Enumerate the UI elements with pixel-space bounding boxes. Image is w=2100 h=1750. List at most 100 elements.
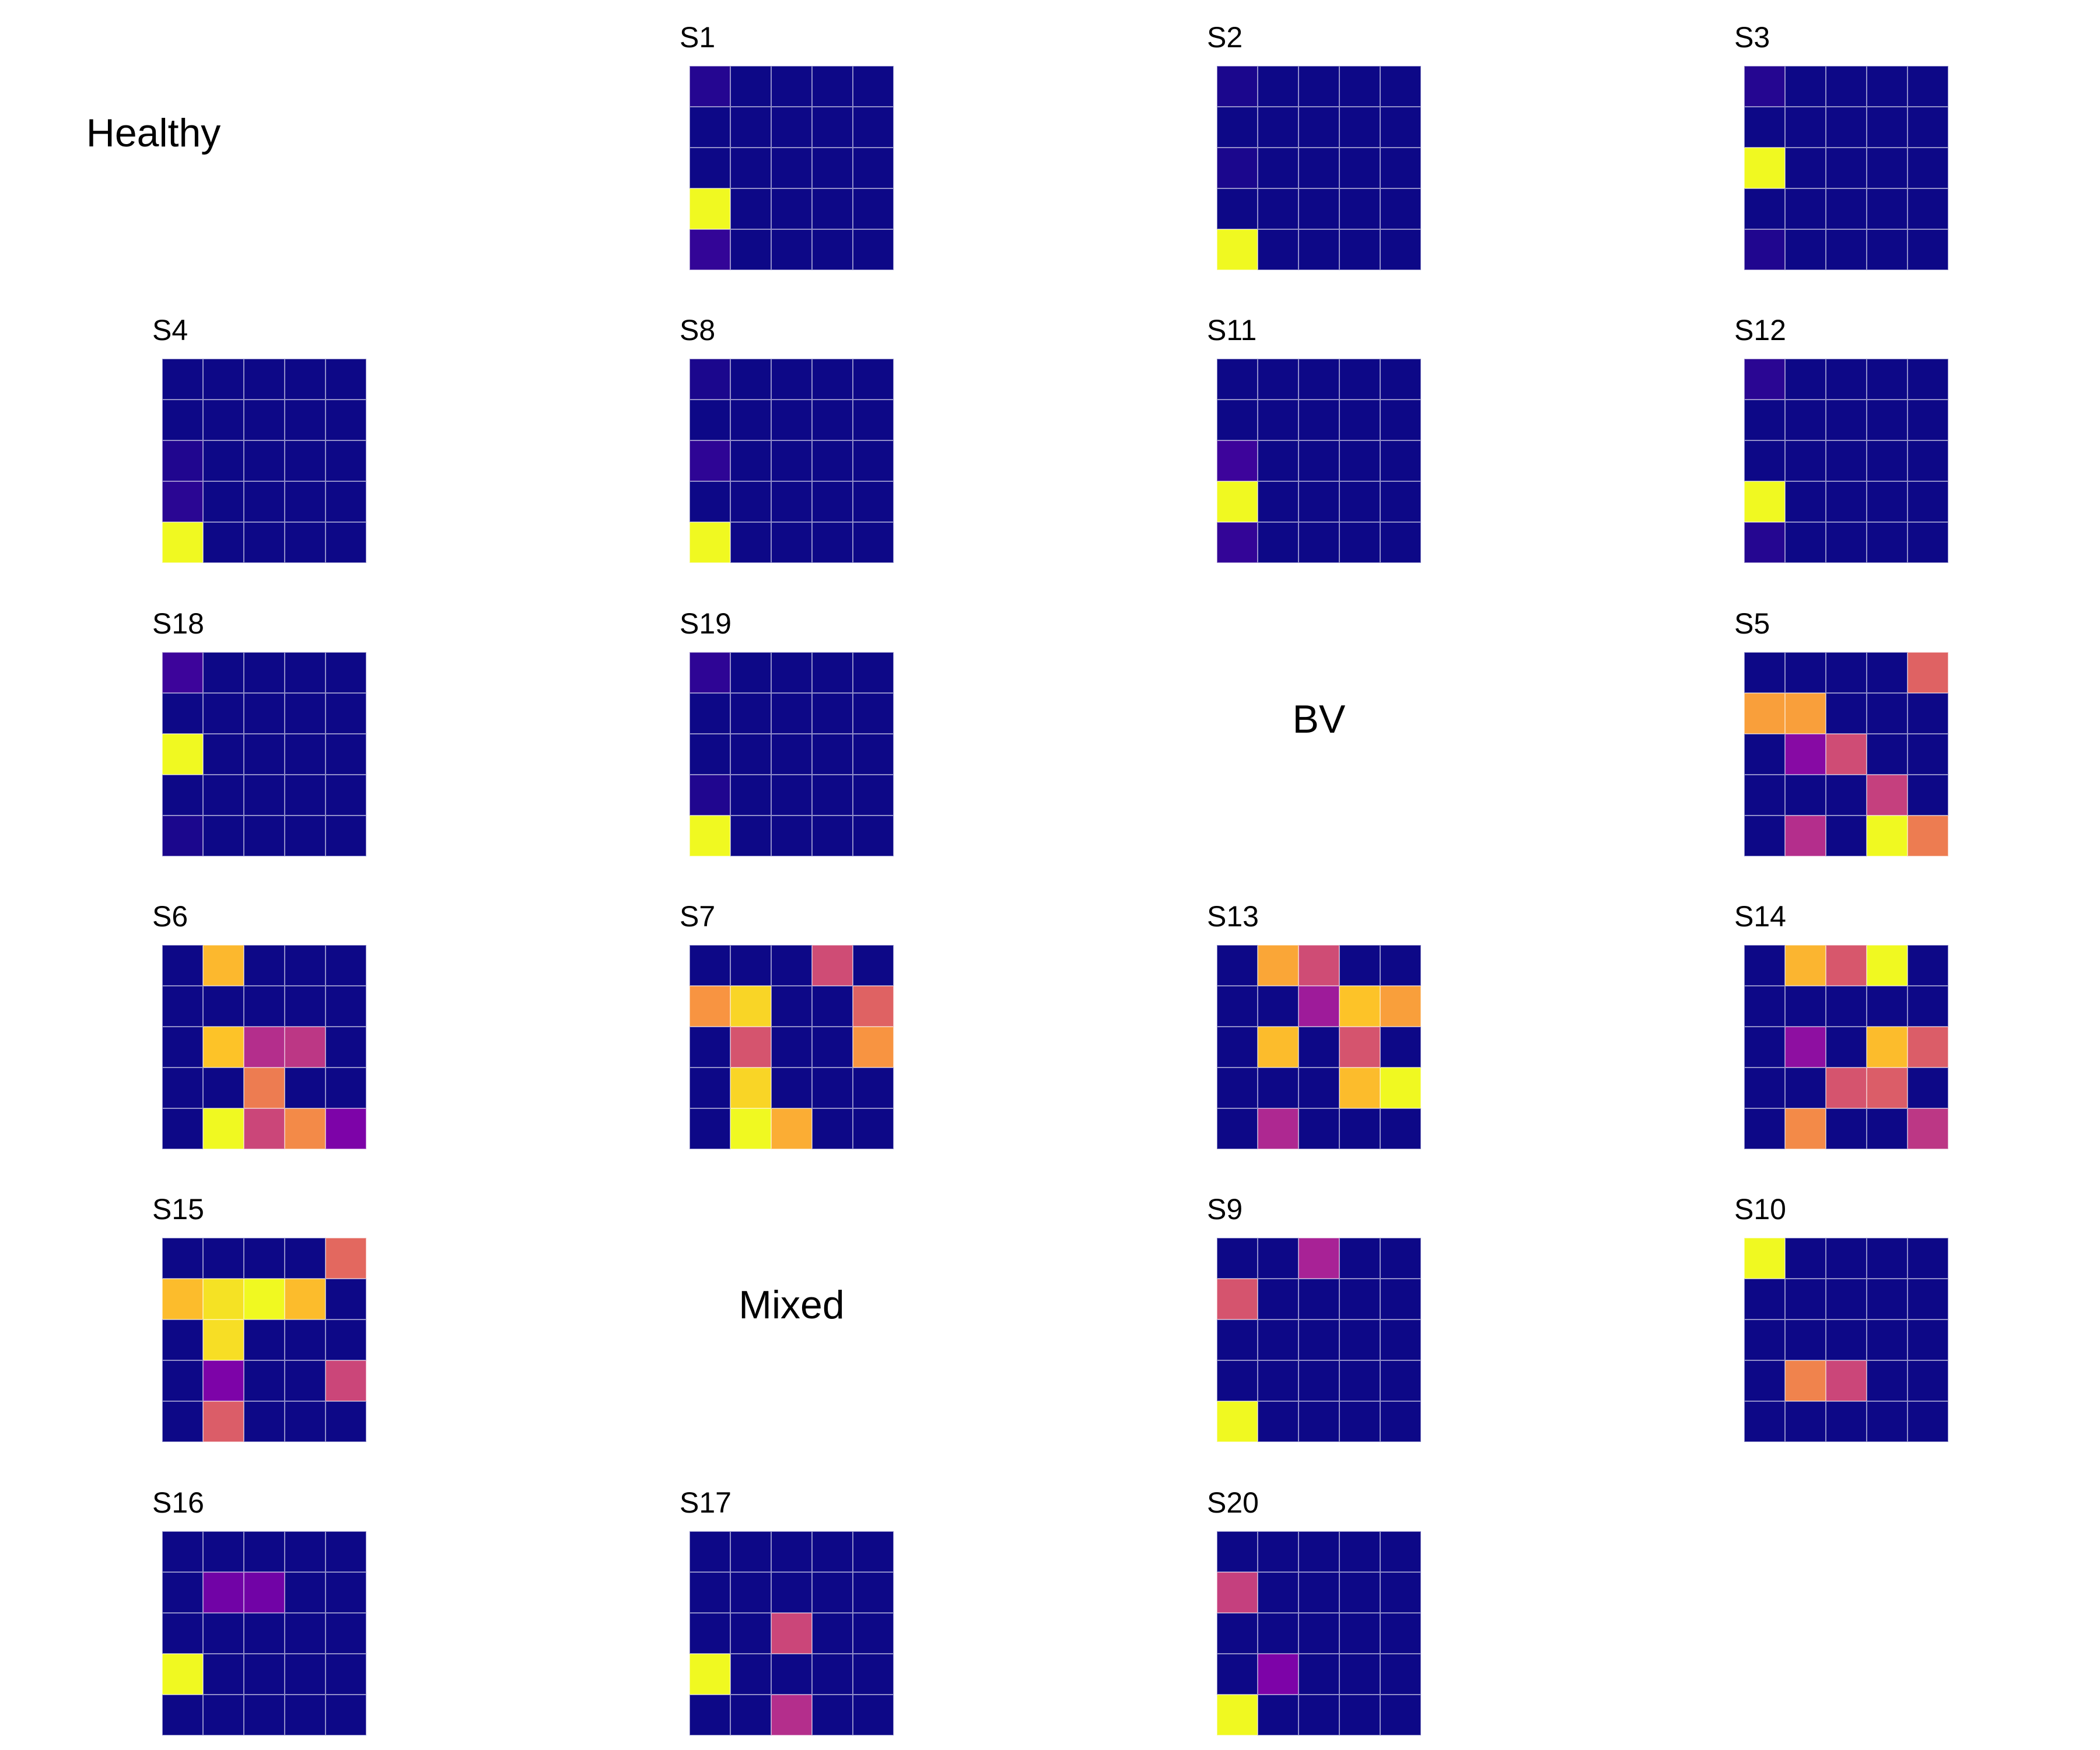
panel-title: S6 bbox=[152, 900, 188, 933]
heatmap-cell-r0-c4 bbox=[326, 359, 366, 400]
heatmap-grid bbox=[690, 945, 894, 1149]
heatmap-grid bbox=[162, 652, 366, 856]
heatmap-cell-r2-c0 bbox=[1744, 148, 1785, 188]
heatmap-cell-r3-c2 bbox=[1298, 188, 1339, 229]
heatmap-cell-r1-c3 bbox=[812, 693, 853, 734]
heatmap-cell-r2-c0 bbox=[162, 734, 203, 775]
heatmap-cell-r2-c4 bbox=[1380, 1320, 1421, 1360]
heatmap-cell-r2-c0 bbox=[690, 440, 730, 481]
heatmap-cell-r3-c0 bbox=[1744, 481, 1785, 522]
heatmap-cell-r3-c1 bbox=[203, 775, 244, 816]
heatmap-cell-r2-c0 bbox=[690, 734, 730, 775]
heatmap-cell-r2-c1 bbox=[1258, 440, 1298, 481]
heatmap-cell-r1-c1 bbox=[203, 1572, 244, 1613]
heatmap-cell-r2-c3 bbox=[1339, 148, 1380, 188]
heatmap-cell-r3-c3 bbox=[285, 775, 326, 816]
heatmap-cell-r3-c0 bbox=[162, 1068, 203, 1108]
heatmap-cell-r1-c4 bbox=[326, 1279, 366, 1320]
heatmap-cell-r1-c4 bbox=[326, 400, 366, 440]
heatmap-cell-r0-c4 bbox=[1380, 359, 1421, 400]
heatmap-cell-r0-c1 bbox=[203, 1531, 244, 1572]
heatmap-cell-r3-c2 bbox=[1298, 1360, 1339, 1401]
heatmap-cell-r4-c4 bbox=[326, 1401, 366, 1442]
heatmap-cell-r3-c1 bbox=[1258, 481, 1298, 522]
heatmap-grid bbox=[162, 1531, 366, 1735]
heatmap-cell-r1-c2 bbox=[771, 986, 812, 1027]
heatmap-cell-r0-c1 bbox=[1258, 945, 1298, 986]
heatmap-cell-r1-c4 bbox=[1908, 400, 1948, 440]
heatmap-cell-r1-c2 bbox=[771, 107, 812, 148]
heatmap-cell-r1-c4 bbox=[853, 986, 894, 1027]
heatmap-cell-r2-c1 bbox=[1785, 734, 1826, 775]
heatmap-cell-r4-c3 bbox=[812, 1108, 853, 1149]
heatmap-cell-r1-c4 bbox=[853, 1572, 894, 1613]
heatmap-cell-r3-c0 bbox=[690, 1654, 730, 1695]
heatmap-cell-r2-c3 bbox=[812, 440, 853, 481]
heatmap-cell-r2-c0 bbox=[690, 1613, 730, 1654]
heatmap-cell-r3-c0 bbox=[1217, 188, 1258, 229]
heatmap-cell-r2-c0 bbox=[1217, 440, 1258, 481]
heatmap-cell-r0-c4 bbox=[1380, 66, 1421, 107]
heatmap-cell-r0-c2 bbox=[244, 1238, 285, 1279]
heatmap-cell-r3-c1 bbox=[730, 188, 771, 229]
heatmap-cell-r0-c1 bbox=[1785, 652, 1826, 693]
heatmap-cell-r0-c2 bbox=[1298, 359, 1339, 400]
heatmap-cell-r2-c0 bbox=[690, 148, 730, 188]
heatmap-cell-r2-c0 bbox=[1217, 1613, 1258, 1654]
heatmap-cell-r3-c3 bbox=[1339, 1068, 1380, 1108]
heatmap-cell-r3-c2 bbox=[771, 481, 812, 522]
heatmap-cell-r0-c0 bbox=[1744, 1238, 1785, 1279]
heatmap-cell-r2-c3 bbox=[1867, 734, 1908, 775]
heatmap-cell-r1-c2 bbox=[771, 693, 812, 734]
heatmap-cell-r4-c1 bbox=[203, 1401, 244, 1442]
heatmap-cell-r2-c2 bbox=[1826, 734, 1867, 775]
heatmap-cell-r1-c4 bbox=[853, 107, 894, 148]
heatmap-cell-r3-c2 bbox=[1826, 775, 1867, 816]
heatmap-cell-r3-c2 bbox=[244, 1654, 285, 1695]
heatmap-cell-r4-c2 bbox=[244, 1108, 285, 1149]
heatmap-cell-r1-c3 bbox=[1339, 986, 1380, 1027]
heatmap-cell-r2-c0 bbox=[1217, 148, 1258, 188]
heatmap-cell-r2-c0 bbox=[162, 440, 203, 481]
heatmap-cell-r2-c4 bbox=[1380, 440, 1421, 481]
heatmap-cell-r3-c3 bbox=[285, 481, 326, 522]
heatmap-cell-r2-c1 bbox=[203, 1320, 244, 1360]
heatmap-cell-r0-c3 bbox=[285, 359, 326, 400]
heatmap-cell-r2-c2 bbox=[1826, 440, 1867, 481]
heatmap-cell-r2-c1 bbox=[730, 440, 771, 481]
heatmap-cell-r1-c3 bbox=[1339, 1279, 1380, 1320]
heatmap-cell-r2-c2 bbox=[244, 734, 285, 775]
panel-title: S1 bbox=[680, 21, 716, 54]
heatmap-cell-r2-c3 bbox=[1867, 1320, 1908, 1360]
heatmap-cell-r3-c4 bbox=[1380, 481, 1421, 522]
heatmap-cell-r1-c3 bbox=[1867, 693, 1908, 734]
heatmap-cell-r2-c4 bbox=[1908, 1320, 1948, 1360]
heatmap-cell-r4-c4 bbox=[853, 1108, 894, 1149]
heatmap-cell-r2-c4 bbox=[326, 1320, 366, 1360]
heatmap-cell-r0-c0 bbox=[690, 1531, 730, 1572]
heatmap-cell-r0-c1 bbox=[1785, 66, 1826, 107]
heatmap-cell-r1-c0 bbox=[162, 986, 203, 1027]
heatmap-cell-r4-c0 bbox=[690, 229, 730, 270]
panel-title: S15 bbox=[152, 1193, 204, 1226]
heatmap-grid bbox=[162, 1238, 366, 1442]
heatmap-cell-r1-c3 bbox=[812, 986, 853, 1027]
heatmap-cell-r0-c4 bbox=[853, 359, 894, 400]
heatmap-cell-r0-c4 bbox=[853, 66, 894, 107]
heatmap-cell-r3-c1 bbox=[730, 775, 771, 816]
heatmap-cell-r3-c2 bbox=[1298, 1068, 1339, 1108]
heatmap-cell-r4-c3 bbox=[812, 816, 853, 856]
heatmap-cell-r0-c2 bbox=[771, 652, 812, 693]
heatmap-cell-r0-c0 bbox=[690, 945, 730, 986]
heatmap-cell-r1-c4 bbox=[326, 986, 366, 1027]
heatmap-cell-r0-c3 bbox=[1867, 1238, 1908, 1279]
heatmap-cell-r4-c4 bbox=[326, 522, 366, 563]
heatmap-cell-r3-c1 bbox=[1785, 481, 1826, 522]
heatmap-cell-r0-c2 bbox=[1298, 1238, 1339, 1279]
heatmap-cell-r1-c2 bbox=[771, 400, 812, 440]
heatmap-cell-r4-c2 bbox=[1298, 522, 1339, 563]
heatmap-cell-r2-c4 bbox=[326, 1613, 366, 1654]
heatmap-cell-r1-c1 bbox=[730, 1572, 771, 1613]
heatmap-cell-r2-c2 bbox=[1298, 1027, 1339, 1068]
group-label-healthy: Healthy bbox=[86, 111, 221, 155]
